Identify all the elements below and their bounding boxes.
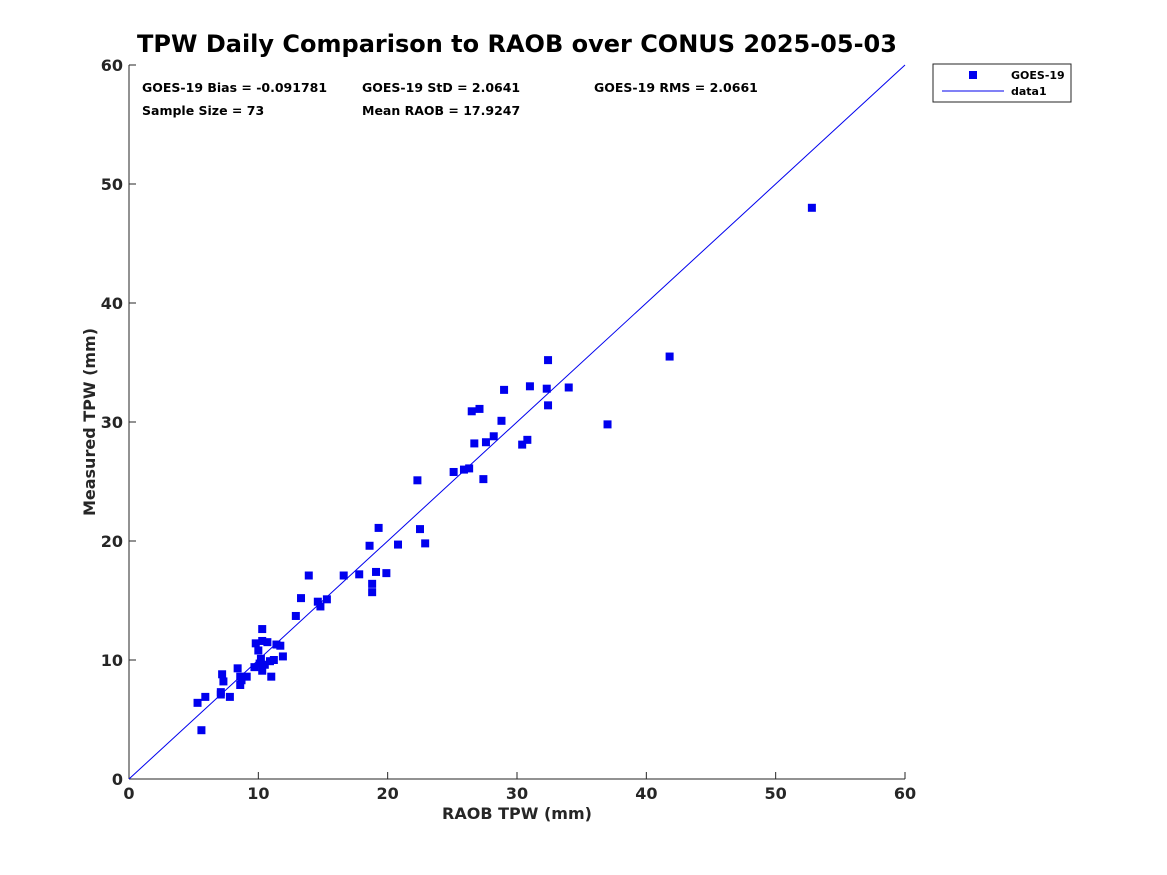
data-point bbox=[372, 567, 381, 576]
data-point bbox=[500, 385, 509, 394]
data-point bbox=[216, 688, 225, 697]
data-point bbox=[544, 356, 553, 365]
data-point bbox=[368, 579, 377, 588]
data-point bbox=[316, 602, 325, 611]
data-point bbox=[394, 540, 403, 549]
data-point bbox=[269, 656, 278, 664]
data-point bbox=[297, 594, 306, 603]
y-tick-label: 0 bbox=[112, 770, 123, 789]
data-point bbox=[258, 636, 267, 645]
legend-marker-goes19 bbox=[969, 71, 977, 79]
data-point bbox=[475, 404, 484, 413]
x-tick-label: 40 bbox=[635, 784, 657, 803]
data-point bbox=[322, 595, 331, 604]
data-point bbox=[459, 465, 468, 474]
data-point bbox=[368, 588, 377, 597]
legend-label-data1: data1 bbox=[1011, 85, 1047, 98]
data-point bbox=[258, 666, 267, 675]
data-point bbox=[233, 664, 242, 673]
data-point bbox=[603, 420, 612, 429]
data-point bbox=[807, 203, 816, 212]
y-axis-label: Measured TPW (mm) bbox=[80, 328, 99, 516]
data-point bbox=[242, 672, 251, 681]
data-point bbox=[250, 663, 259, 672]
data-point bbox=[225, 692, 234, 701]
data-point bbox=[479, 475, 488, 484]
data-point bbox=[413, 476, 422, 485]
data-point bbox=[339, 571, 348, 580]
data-point bbox=[470, 439, 479, 448]
data-point bbox=[278, 652, 287, 661]
data-point bbox=[523, 435, 532, 444]
data-point bbox=[197, 726, 206, 735]
x-tick-label: 0 bbox=[123, 784, 134, 803]
data-point bbox=[489, 432, 498, 441]
data-point bbox=[365, 541, 374, 550]
data-point bbox=[260, 660, 269, 669]
data-point bbox=[267, 672, 276, 681]
y-tick-label: 50 bbox=[101, 175, 123, 194]
y-tick-label: 30 bbox=[101, 413, 123, 432]
data-point bbox=[525, 382, 534, 391]
series-layer bbox=[128, 64, 906, 780]
stat-mean-raob: Mean RAOB = 17.9247 bbox=[362, 103, 520, 118]
data-point bbox=[237, 676, 246, 685]
data-point bbox=[421, 539, 430, 548]
data-point bbox=[382, 569, 391, 578]
data-point bbox=[665, 352, 674, 361]
legend-box bbox=[932, 63, 1072, 103]
x-tick-label: 60 bbox=[894, 784, 916, 803]
plot-area: 0 10 20 30 40 50 60 0 10 20 30 40 50 60 bbox=[101, 56, 916, 803]
data-point bbox=[236, 680, 245, 689]
data-point bbox=[355, 570, 364, 579]
data-point bbox=[255, 659, 264, 668]
data-point bbox=[263, 638, 272, 647]
data-point bbox=[291, 611, 300, 620]
legend: GOES-19 data1 bbox=[932, 63, 1072, 103]
data-point bbox=[467, 407, 476, 416]
stat-std: GOES-19 StD = 2.0641 bbox=[362, 80, 520, 95]
stat-sample-size: Sample Size = 73 bbox=[142, 103, 264, 118]
data-point bbox=[542, 384, 551, 393]
data-point bbox=[449, 467, 458, 476]
data-point bbox=[193, 698, 202, 707]
legend-label-goes19: GOES-19 bbox=[1011, 69, 1065, 82]
y-tick-label: 40 bbox=[101, 294, 123, 313]
data-point bbox=[313, 597, 322, 606]
data-point bbox=[251, 639, 260, 648]
data-point bbox=[276, 641, 285, 650]
data-point bbox=[564, 383, 573, 392]
x-tick-label: 10 bbox=[247, 784, 269, 803]
x-tick-label: 20 bbox=[377, 784, 399, 803]
data-point bbox=[258, 625, 267, 634]
data-point bbox=[481, 438, 490, 447]
data-point bbox=[201, 692, 210, 701]
y-tick-label: 20 bbox=[101, 532, 123, 551]
data-point bbox=[544, 401, 553, 410]
x-axis-label: RAOB TPW (mm) bbox=[442, 804, 592, 823]
data-point bbox=[304, 571, 313, 580]
data-point bbox=[465, 464, 474, 473]
y-tick-label: 60 bbox=[101, 56, 123, 75]
data-point bbox=[219, 677, 228, 686]
data-point bbox=[416, 525, 424, 534]
data-point bbox=[254, 646, 263, 655]
stats-annotations: GOES-19 Bias = -0.091781 GOES-19 StD = 2… bbox=[142, 80, 758, 118]
stat-rms: GOES-19 RMS = 2.0661 bbox=[594, 80, 758, 95]
axis-ticks: 0 10 20 30 40 50 60 0 10 20 30 40 50 60 bbox=[101, 56, 916, 803]
data-point bbox=[374, 523, 383, 532]
data-point bbox=[218, 670, 227, 679]
y-tick-label: 10 bbox=[101, 651, 123, 670]
data-point bbox=[497, 416, 506, 425]
chart-title: TPW Daily Comparison to RAOB over CONUS … bbox=[137, 30, 897, 58]
x-tick-label: 50 bbox=[765, 784, 787, 803]
stat-bias: GOES-19 Bias = -0.091781 bbox=[142, 80, 327, 95]
data-point bbox=[518, 440, 527, 449]
data-point bbox=[256, 654, 265, 663]
x-tick-label: 30 bbox=[506, 784, 528, 803]
